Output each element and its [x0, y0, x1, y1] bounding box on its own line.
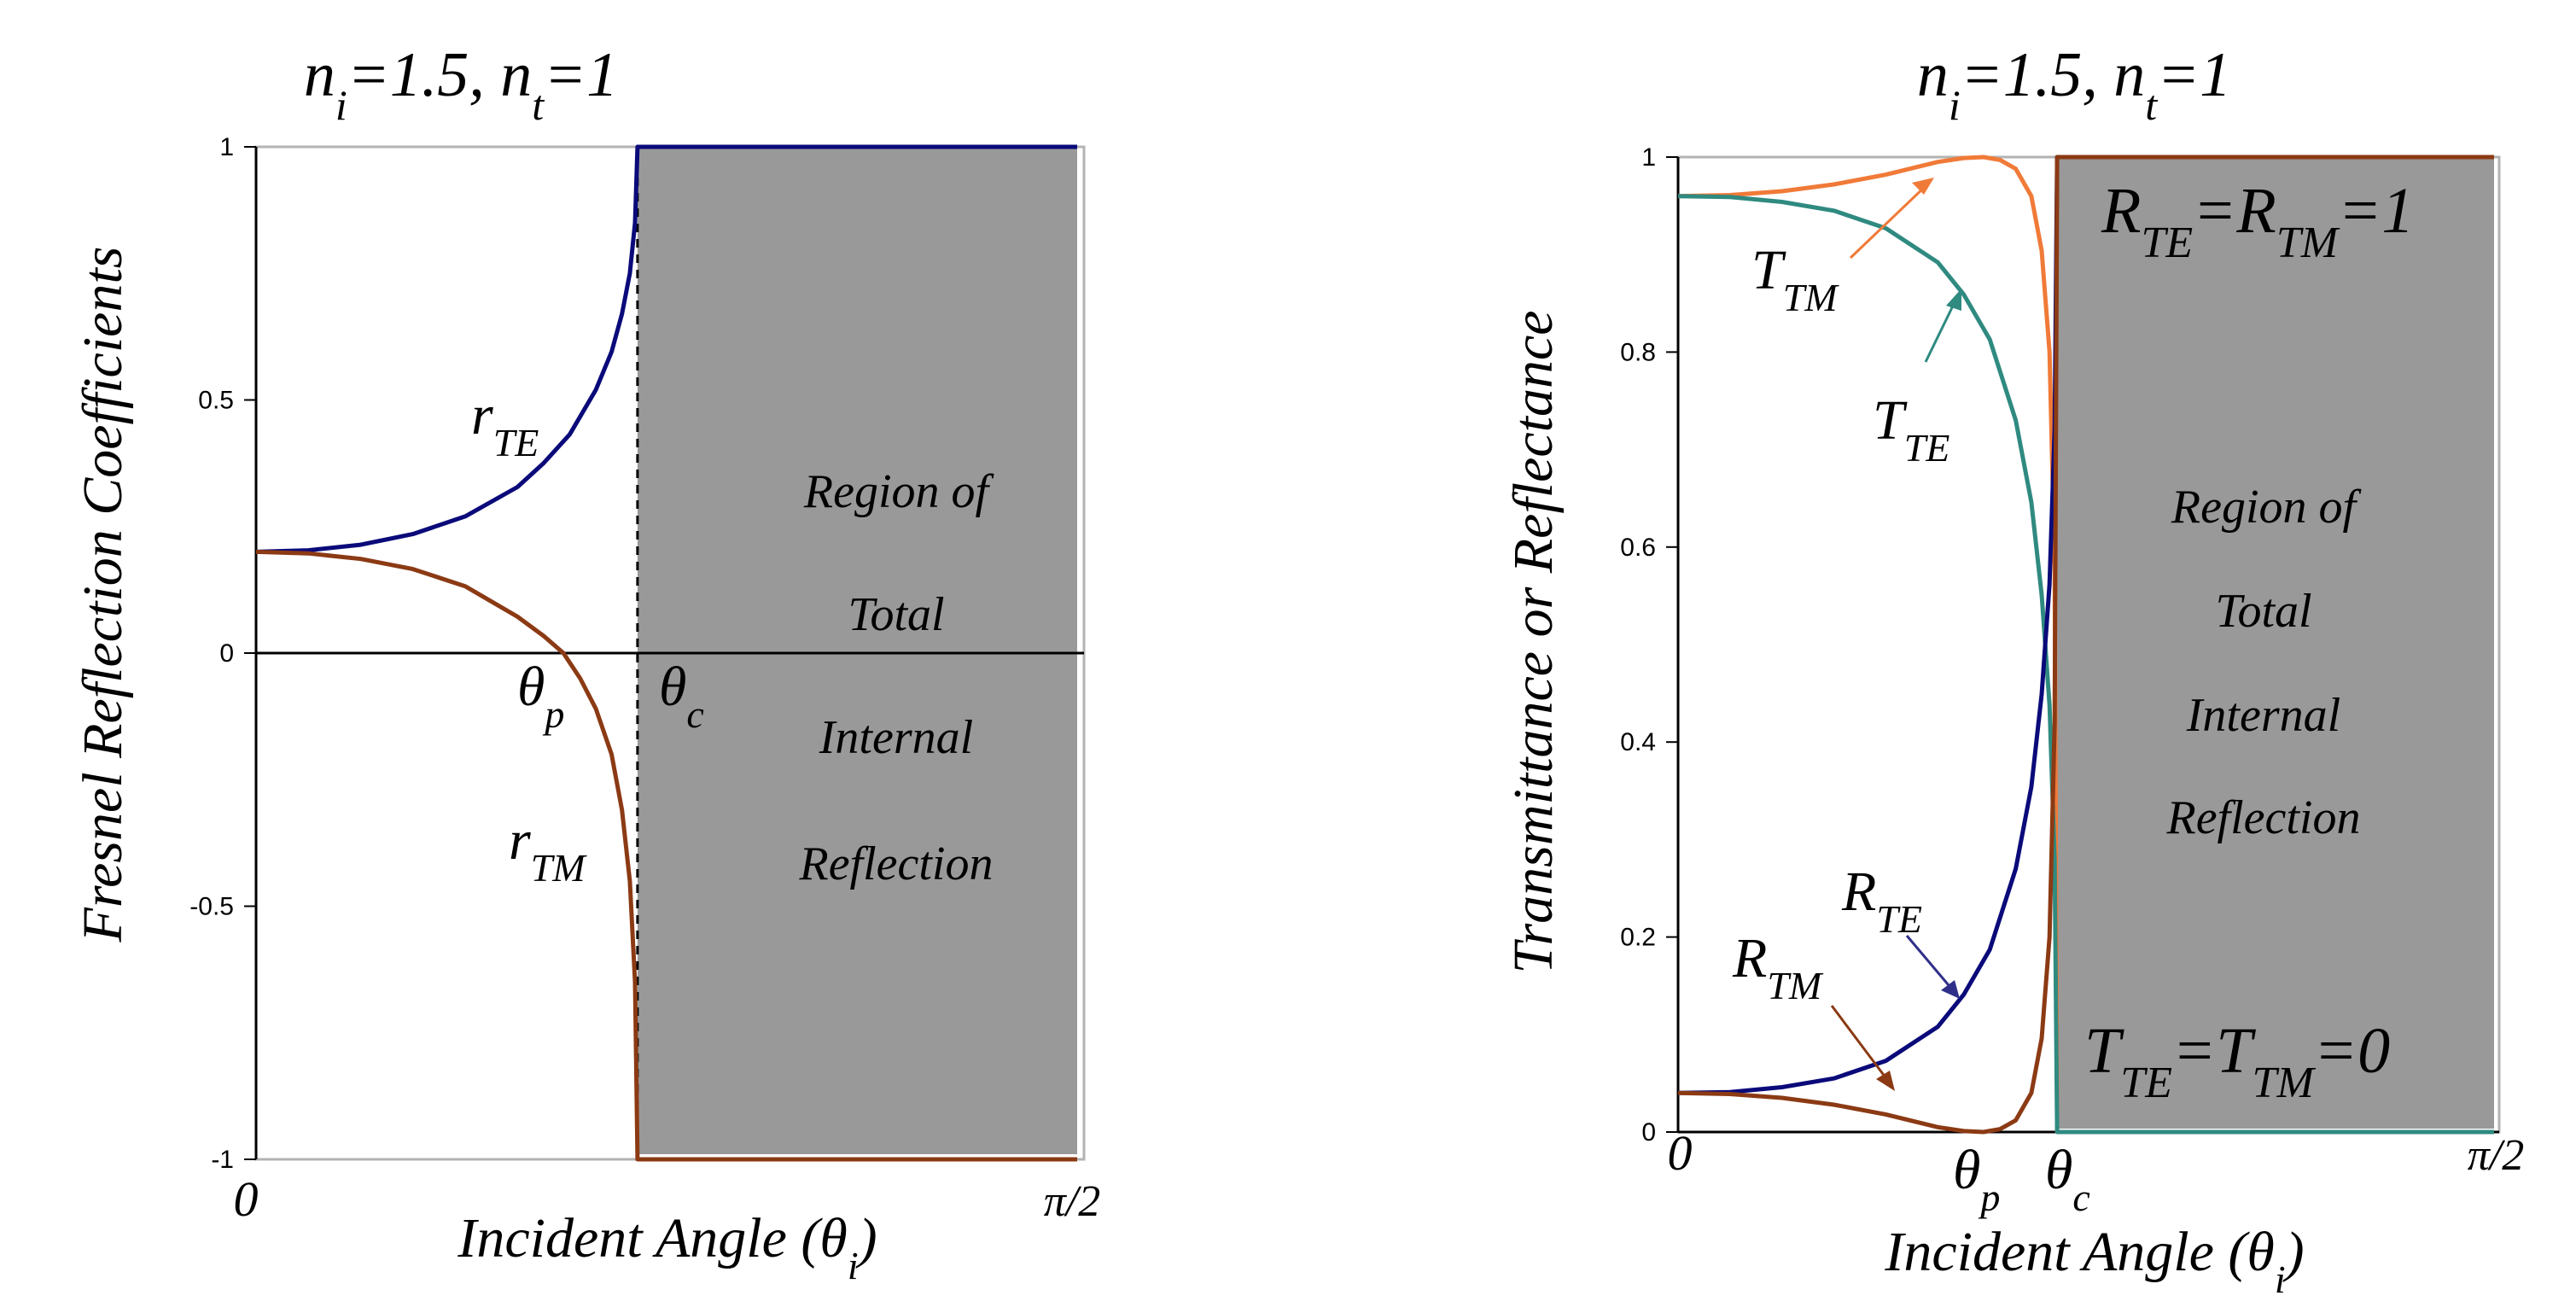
left-region-line-4: Reflection	[798, 837, 993, 890]
arrow-ttm-head	[1912, 178, 1934, 195]
right-annotation-r-equal: RTE=RTM=1	[2101, 175, 2414, 267]
right-x-tick-0: 0	[1668, 1125, 1693, 1181]
right-arrows	[1830, 178, 1961, 1091]
arrow-rtm-head	[1876, 1071, 1895, 1091]
right-y-tick-label-4: 0.2	[1620, 924, 1656, 952]
left-region-text: Region of Total Internal Reflection	[798, 465, 994, 890]
right-y-axis-label: Transmittance or Reflectance	[1502, 310, 1565, 973]
arrow-rte	[1905, 935, 1955, 991]
right-x-axis-label: Incident Angle (θi)	[1884, 1221, 2304, 1301]
right-chart-title: ni=1.5, nt=1	[1917, 40, 2231, 129]
left-y-tick-label-2: 0	[219, 639, 234, 668]
left-series-rte	[255, 144, 1077, 554]
left-y-tick-label-4: -1	[211, 1146, 234, 1174]
right-x-tick-pi-2: π/2	[2468, 1131, 2525, 1180]
left-y-tick-label-1: 0.5	[198, 387, 234, 415]
arrow-tte	[1924, 298, 1958, 363]
right-region-line-3: Internal	[2186, 689, 2340, 742]
right-y-tick-label-5: 0	[1641, 1118, 1656, 1147]
left-theta-p-label: θp	[517, 656, 564, 736]
right-region-line-4: Reflection	[2165, 791, 2360, 844]
left-series-label-rte: rTE	[471, 384, 539, 464]
left-x-axis-label: Incident Angle (θi)	[457, 1207, 877, 1287]
left-series-rtm	[255, 549, 1077, 1162]
arrow-rte-head	[1941, 980, 1960, 999]
left-region-line-1: Region of	[803, 465, 995, 518]
left-y-tick-label-3: -0.5	[189, 893, 234, 921]
right-series-rtm	[1677, 155, 2494, 1135]
arrow-tte-head	[1946, 289, 1961, 311]
right-region-line-1: Region of	[2171, 481, 2363, 534]
left-series-lines	[255, 144, 1077, 1162]
right-series-label-ttm: TTM	[1751, 239, 1839, 319]
left-chart-title: ni=1.5, nt=1	[304, 40, 618, 129]
left-chart: ni=1.5, nt=1 Fresnel Reflection Coeffici…	[72, 40, 1100, 1287]
right-y-tick-label-0: 1	[1641, 143, 1656, 172]
left-region-line-2: Total	[848, 588, 944, 641]
right-series-label-rtm: RTM	[1732, 927, 1824, 1007]
arrow-ttm	[1849, 183, 1929, 260]
right-y-ticks: 1 0.8 0.6 0.4 0.2 0	[1620, 143, 1678, 1147]
right-chart: ni=1.5, nt=1 Transmittance or Reflectanc…	[1502, 40, 2524, 1301]
right-region-text: Region of Total Internal Reflection	[2165, 481, 2362, 844]
right-y-tick-label-2: 0.6	[1620, 534, 1656, 562]
right-series-label-tte: TTE	[1873, 389, 1949, 470]
left-x-tick-pi-2: π/2	[1044, 1177, 1101, 1226]
right-region-line-2: Total	[2215, 585, 2311, 638]
left-y-tick-label-0: 1	[219, 133, 234, 161]
right-annotation-t-equal: TTE=TTM=0	[2084, 1015, 2390, 1107]
right-tir-region	[2057, 157, 2494, 1129]
left-y-ticks: 1 0.5 0 -0.5 -1	[189, 133, 256, 1174]
left-y-axis-label: Fresnel Reflection Coefficients	[72, 247, 134, 943]
right-y-tick-label-3: 0.4	[1620, 728, 1656, 756]
right-theta-c-label: θc	[2045, 1139, 2090, 1219]
left-x-tick-0: 0	[234, 1171, 259, 1227]
right-series-label-rte: RTE	[1841, 861, 1922, 941]
left-tir-region	[637, 147, 1077, 1154]
arrow-rtm	[1830, 1005, 1890, 1082]
left-series-label-rtm: rTM	[509, 809, 587, 890]
right-series-rte	[1677, 155, 2494, 1095]
right-series-lines	[1677, 155, 2494, 1135]
left-region-line-3: Internal	[819, 711, 973, 764]
right-theta-p-label: θp	[1953, 1139, 2000, 1219]
right-y-tick-label-1: 0.8	[1620, 338, 1656, 366]
left-theta-c-label: θc	[659, 656, 704, 736]
